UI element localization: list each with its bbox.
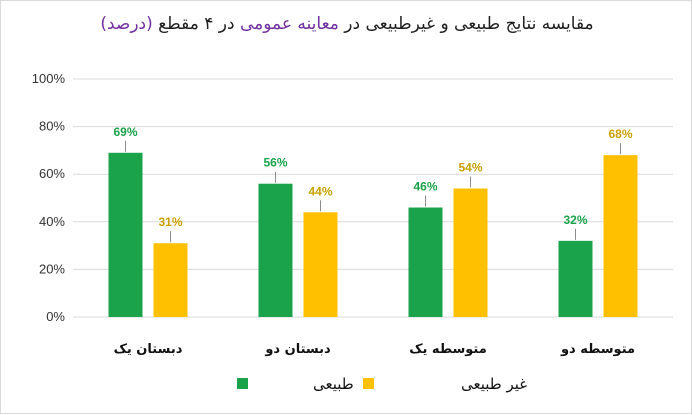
y-tick-label: 80% (39, 119, 65, 134)
title-part-3: (درصد) (100, 14, 152, 34)
data-label: 69% (113, 125, 137, 139)
data-label: 56% (263, 156, 287, 170)
bar-0-2 (258, 183, 293, 317)
bar-1-1 (453, 188, 488, 317)
x-axis: متوسطه دو متوسطه یک دبستان دو دبستان یک (114, 342, 635, 357)
title-part-2: در ۴ مقطع (153, 14, 240, 34)
y-tick-label: 60% (39, 166, 65, 181)
bar-0-3 (108, 152, 143, 317)
title-part-1: معاینه عمومی (240, 14, 339, 34)
legend-swatch-1 (363, 378, 374, 389)
chart-title: مقایسه نتایج طبیعی و غیرطبیعی در معاینه … (100, 14, 593, 34)
y-tick-label: 100% (32, 71, 66, 86)
bar-1-3 (153, 243, 188, 317)
y-tick-label: 0% (46, 309, 65, 324)
data-label: 32% (563, 213, 587, 227)
legend-swatch-0 (237, 378, 248, 389)
category-label: متوسطه یک (409, 342, 487, 357)
data-label: 31% (158, 215, 182, 229)
y-tick-label: 40% (39, 214, 65, 229)
legend-label-1: غیر طبیعی (461, 375, 527, 393)
bar-1-0 (603, 155, 638, 317)
data-label: 44% (308, 184, 332, 198)
bars (108, 152, 638, 317)
category-label: متوسطه دو (560, 342, 635, 357)
legend-label-0: طبیعی (313, 375, 354, 393)
category-label: دبستان دو (264, 342, 331, 357)
y-tick-label: 20% (39, 261, 65, 276)
bar-0-0 (558, 240, 593, 317)
data-label: 68% (608, 127, 632, 141)
title-part-0: مقایسه نتایج طبیعی و غیرطبیعی در (339, 14, 594, 34)
legend: طبیعی غیر طبیعی (237, 375, 527, 393)
bar-1-2 (303, 212, 338, 317)
data-label: 46% (413, 180, 437, 194)
category-label: دبستان یک (114, 342, 183, 357)
data-labels: 32% 68% 46% 54% 56% 44% 69% 31% (113, 125, 633, 243)
data-label: 54% (458, 160, 482, 174)
y-axis: 0% 20% 40% 60% 80% 100% (32, 71, 66, 324)
bar-0-1 (408, 207, 443, 317)
